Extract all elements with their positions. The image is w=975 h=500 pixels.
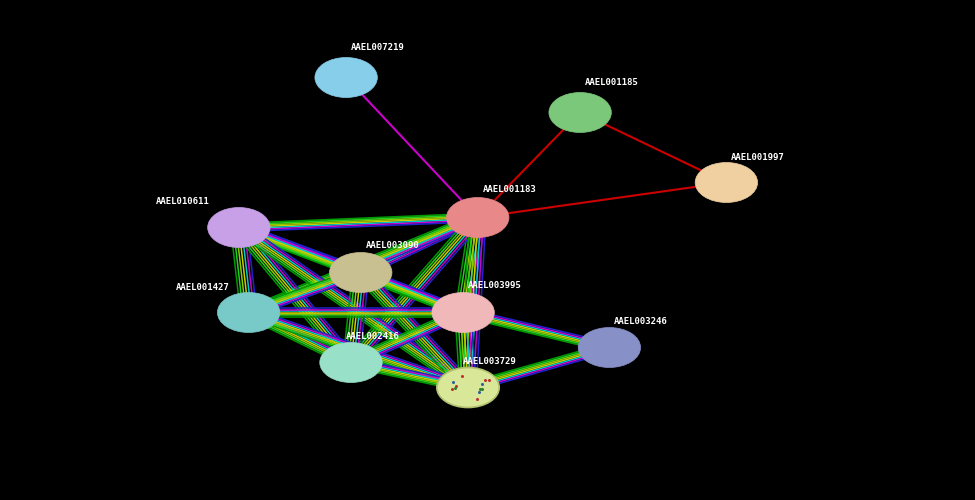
Text: AAEL010611: AAEL010611 xyxy=(156,198,210,206)
Ellipse shape xyxy=(447,198,509,237)
Text: AAEL001427: AAEL001427 xyxy=(176,282,229,292)
Text: AAEL001997: AAEL001997 xyxy=(731,152,785,162)
Ellipse shape xyxy=(695,162,758,202)
Text: AAEL007219: AAEL007219 xyxy=(351,44,405,52)
Ellipse shape xyxy=(315,58,377,98)
Text: AAEL003090: AAEL003090 xyxy=(366,241,419,250)
Ellipse shape xyxy=(208,208,270,248)
Ellipse shape xyxy=(578,328,641,368)
Text: AAEL003995: AAEL003995 xyxy=(468,281,522,290)
Text: AAEL001185: AAEL001185 xyxy=(585,78,639,88)
Text: AAEL001183: AAEL001183 xyxy=(483,184,536,194)
Ellipse shape xyxy=(437,368,499,408)
Ellipse shape xyxy=(320,342,382,382)
Text: AAEL003729: AAEL003729 xyxy=(463,356,517,366)
Text: AAEL003246: AAEL003246 xyxy=(614,318,668,326)
Ellipse shape xyxy=(330,252,392,292)
Ellipse shape xyxy=(432,292,494,333)
Ellipse shape xyxy=(549,92,611,132)
Text: AAEL002416: AAEL002416 xyxy=(346,332,400,341)
Ellipse shape xyxy=(217,292,280,333)
